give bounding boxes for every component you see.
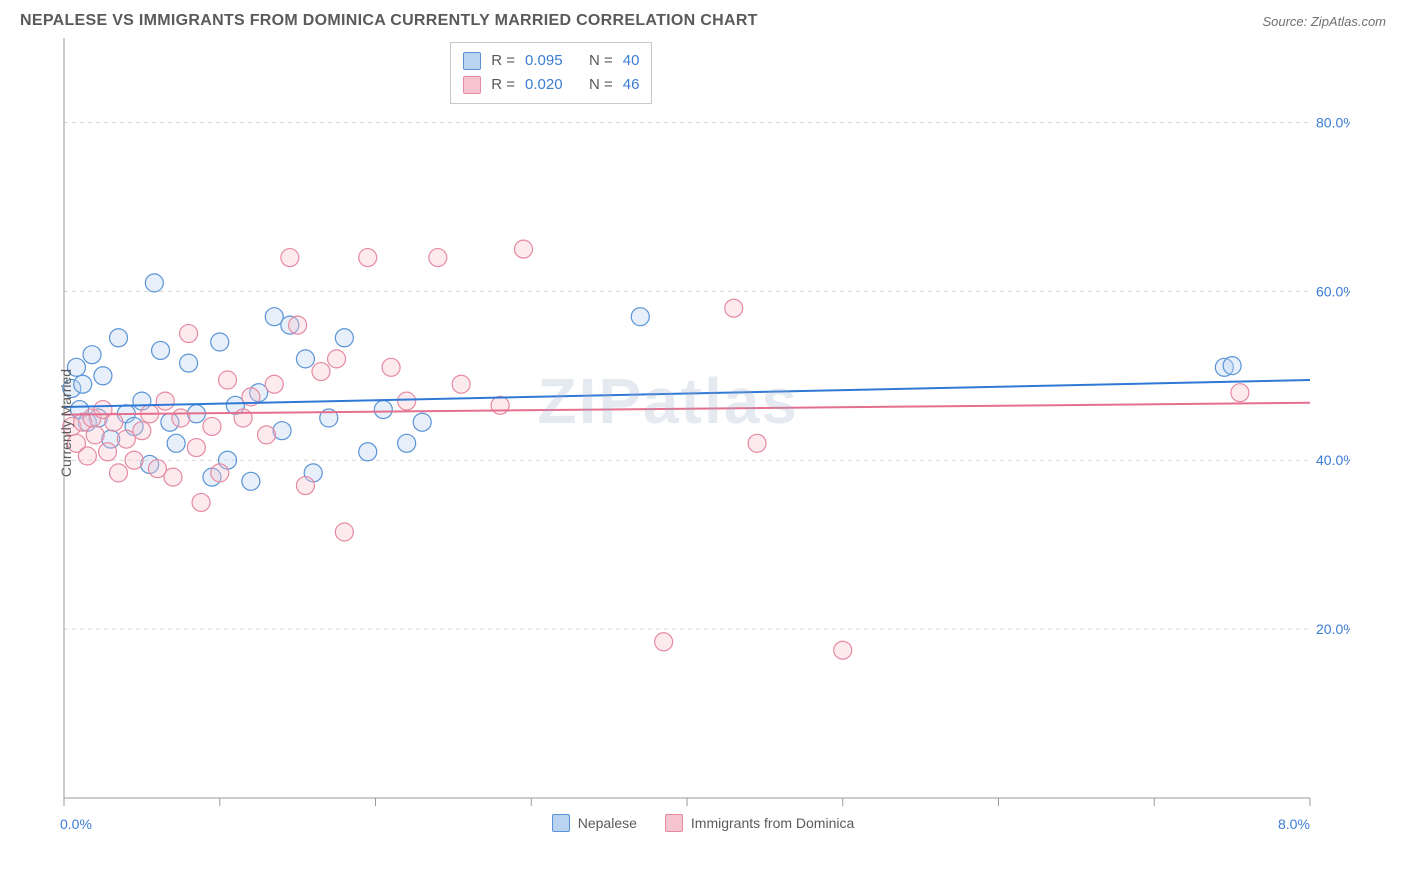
legend-label: Nepalese [578,815,637,831]
svg-text:40.0%: 40.0% [1316,452,1350,468]
svg-text:60.0%: 60.0% [1316,283,1350,299]
chart-title: NEPALESE VS IMMIGRANTS FROM DOMINICA CUR… [20,12,758,30]
n-label: N = [589,73,613,97]
n-value: 40 [623,49,640,73]
chart-container: Currently Married 20.0%40.0%60.0%80.0% Z… [20,38,1386,808]
legend-swatch [463,52,481,70]
n-value: 46 [623,73,640,97]
r-label: R = [491,49,515,73]
r-value: 0.020 [525,73,579,97]
legend-item: Nepalese [552,814,637,832]
legend-item: Immigrants from Dominica [665,814,854,832]
r-value: 0.095 [525,49,579,73]
svg-text:20.0%: 20.0% [1316,621,1350,637]
legend-swatch [463,76,481,94]
correlation-legend: R = 0.095 N = 40 R = 0.020 N = 46 [450,42,652,104]
legend-swatch [665,814,683,832]
x-axis-max-label: 8.0% [1278,816,1310,832]
legend-swatch [552,814,570,832]
r-label: R = [491,73,515,97]
correlation-legend-row: R = 0.095 N = 40 [463,49,639,73]
scatter-chart: 20.0% 40.0% 60.0% 80.0% [20,38,1350,808]
chart-header: NEPALESE VS IMMIGRANTS FROM DOMINICA CUR… [0,0,1406,38]
legend-label: Immigrants from Dominica [691,815,854,831]
series-legend: Nepalese Immigrants from Dominica [0,808,1406,832]
x-axis-min-label: 0.0% [60,816,92,832]
chart-source: Source: ZipAtlas.com [1262,14,1386,29]
correlation-legend-row: R = 0.020 N = 46 [463,73,639,97]
svg-text:80.0%: 80.0% [1316,114,1350,130]
y-axis-label: Currently Married [58,369,74,477]
n-label: N = [589,49,613,73]
